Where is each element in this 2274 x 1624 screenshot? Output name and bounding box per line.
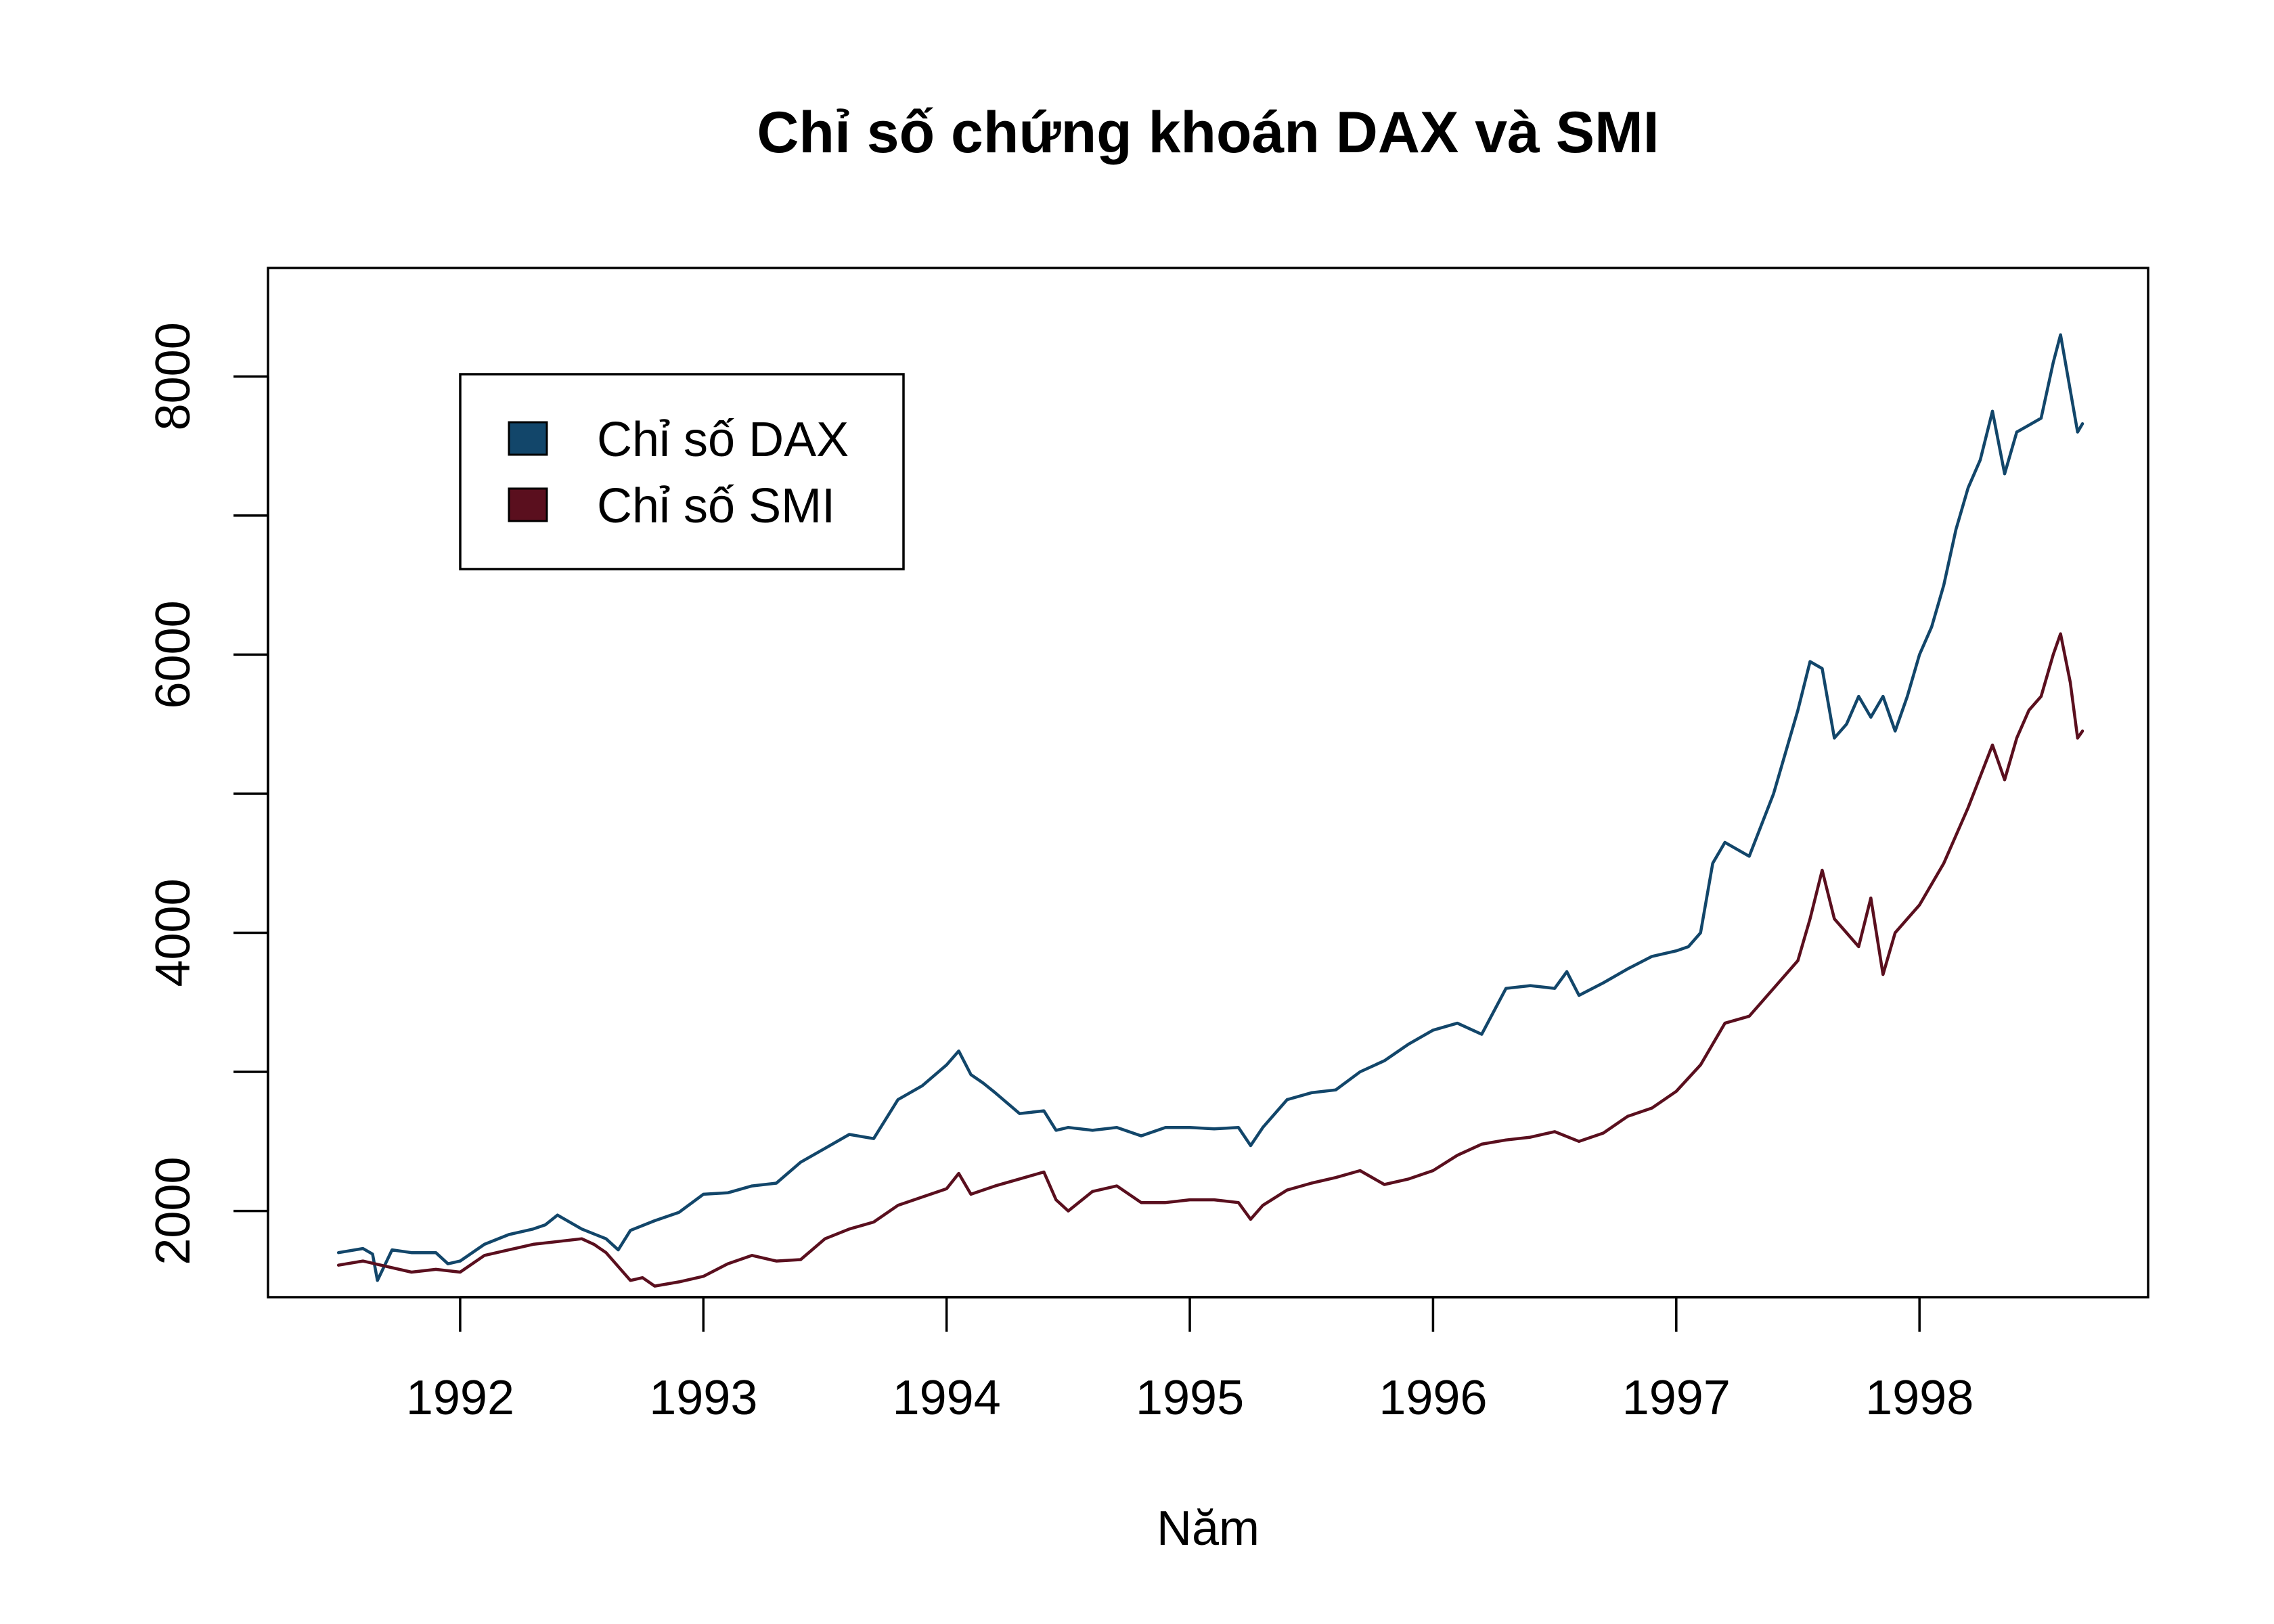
- x-tick-label: 1997: [1622, 1371, 1731, 1425]
- y-axis: 2000 4000 6000 8000: [146, 322, 269, 1265]
- x-tick-label: 1992: [406, 1371, 514, 1425]
- legend-label-dax: Chỉ số DAX: [597, 413, 849, 467]
- legend-box: [459, 373, 905, 570]
- y-tick-label: 4000: [146, 878, 200, 987]
- y-tick-label: 6000: [146, 600, 200, 708]
- chart-title: Chỉ số chứng khoán DAX và SMI: [757, 100, 1659, 165]
- y-tick-label: 8000: [146, 322, 200, 430]
- series-line-smi: [336, 632, 2084, 1288]
- y-tick-label: 2000: [146, 1156, 200, 1265]
- x-axis: 1992 1993 1994 1995 1996 1997 1998: [406, 1296, 1974, 1425]
- x-tick-label: 1995: [1136, 1371, 1244, 1425]
- legend: Chỉ số DAX Chỉ số SMI: [459, 373, 905, 570]
- x-tick-label: 1996: [1379, 1371, 1487, 1425]
- series-line-dax: [336, 333, 2084, 1282]
- x-tick-label: 1993: [649, 1371, 757, 1425]
- x-tick-label: 1994: [893, 1371, 1001, 1425]
- x-axis-label: Năm: [1157, 1502, 1259, 1556]
- legend-swatch-dax: [508, 421, 548, 456]
- x-tick-label: 1998: [1865, 1371, 1974, 1425]
- series-layer: [336, 333, 2084, 1288]
- legend-swatch-smi: [508, 487, 548, 522]
- legend-label-smi: Chỉ số SMI: [597, 479, 835, 533]
